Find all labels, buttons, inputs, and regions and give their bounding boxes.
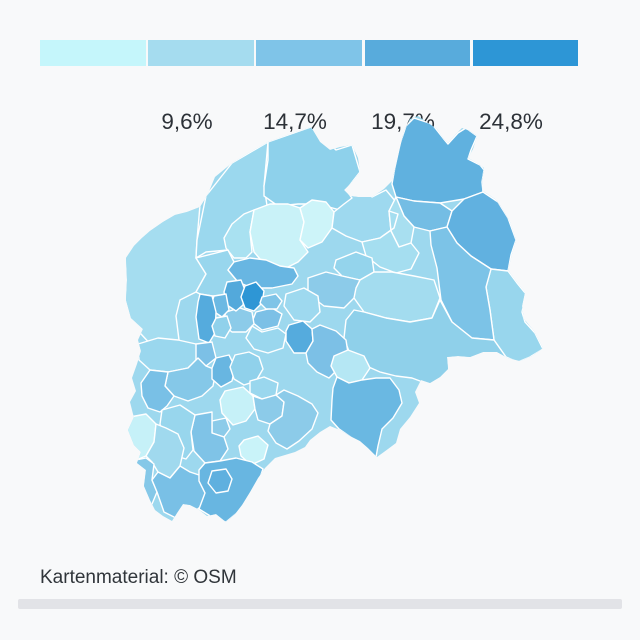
bottom-divider-bar <box>18 599 622 609</box>
district-siegen-wittgenstein[interactable] <box>330 376 403 458</box>
legend-tick-label: 24,8% <box>479 109 543 134</box>
legend-swatch-3 <box>256 40 362 66</box>
district-bonn[interactable] <box>207 468 233 494</box>
district-steinfurt[interactable] <box>263 126 361 211</box>
legend-swatch-4 <box>364 40 471 66</box>
district-muenster-ost[interactable] <box>299 199 335 249</box>
district-herne[interactable] <box>259 293 283 310</box>
district-ennepe-ruhr[interactable] <box>245 325 287 354</box>
district-remscheid[interactable] <box>238 435 269 466</box>
legend-swatch-5 <box>472 40 579 66</box>
district-muelheim[interactable] <box>211 315 232 339</box>
district-duesseldorf[interactable] <box>211 354 236 388</box>
legend-tick-label: 14,7% <box>263 109 327 134</box>
district-solingen[interactable] <box>219 386 256 426</box>
legend: 9,6% 14,7% 19,7% 24,8% <box>40 40 579 134</box>
district-rhein-sieg[interactable] <box>198 457 264 522</box>
district-muenster[interactable] <box>249 203 309 271</box>
district-duisburg[interactable] <box>195 293 217 344</box>
district-gelsenkirchen[interactable] <box>240 281 265 312</box>
legend-color-scale <box>40 40 579 66</box>
district-guetersloh[interactable] <box>361 210 420 274</box>
legend-tick-label: 9,6% <box>161 109 213 134</box>
district-oberbergischer[interactable] <box>267 389 319 450</box>
district-krefeld[interactable] <box>195 341 217 367</box>
map-attribution: Kartenmaterial: © OSM <box>40 567 237 588</box>
legend-swatch-2 <box>148 40 254 66</box>
legend-swatch-1 <box>40 40 146 66</box>
district-dortmund[interactable] <box>283 287 321 323</box>
district-minden[interactable] <box>391 117 485 204</box>
